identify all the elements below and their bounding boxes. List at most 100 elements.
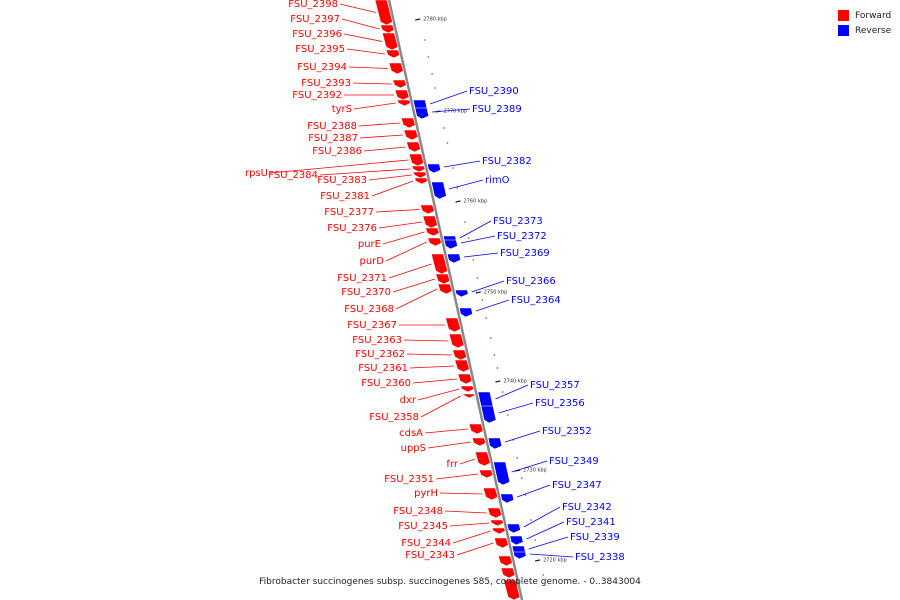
forward-gene[interactable] (427, 237, 442, 247)
forward-gene-label[interactable]: FSU_2344 (401, 538, 451, 549)
forward-gene-label[interactable]: FSU_2368 (344, 304, 394, 315)
forward-gene-label[interactable]: FSU_2381 (320, 191, 370, 202)
forward-gene-label[interactable]: purE (358, 239, 381, 250)
forward-gene-label[interactable]: FSU_2362 (355, 349, 405, 360)
forward-gene[interactable] (388, 62, 404, 75)
forward-gene[interactable] (448, 333, 465, 349)
forward-gene[interactable] (445, 317, 461, 333)
forward-gene-label[interactable]: purD (360, 256, 385, 267)
forward-gene[interactable] (457, 373, 473, 385)
reverse-gene-label[interactable]: FSU_2366 (506, 276, 556, 287)
reverse-gene-label[interactable]: FSU_2352 (542, 426, 592, 437)
forward-gene[interactable] (411, 165, 426, 173)
forward-gene[interactable] (461, 393, 476, 399)
forward-gene[interactable] (454, 359, 470, 373)
forward-gene-label[interactable]: FSU_2398 (288, 0, 338, 10)
forward-gene[interactable] (474, 451, 491, 467)
reverse-gene-label[interactable]: FSU_2390 (469, 86, 519, 97)
forward-gene[interactable] (503, 579, 521, 600)
forward-gene-label[interactable]: FSU_2384 (268, 170, 318, 181)
forward-gene[interactable] (403, 129, 419, 141)
forward-gene-label[interactable]: FSU_2351 (384, 474, 434, 485)
forward-gene-label[interactable]: FSU_2383 (317, 175, 367, 186)
reverse-gene-label[interactable]: rimO (485, 175, 510, 186)
forward-gene-label[interactable]: dxr (400, 395, 417, 406)
forward-gene[interactable] (406, 141, 422, 153)
forward-gene[interactable] (491, 527, 506, 535)
forward-gene[interactable] (435, 273, 451, 285)
reverse-gene-label[interactable]: FSU_2373 (493, 216, 543, 227)
forward-gene[interactable] (425, 227, 440, 237)
forward-gene-label[interactable]: FSU_2388 (307, 121, 357, 132)
forward-gene-label[interactable]: FSU_2361 (358, 363, 408, 374)
forward-gene-label[interactable]: FSU_2363 (352, 335, 402, 346)
forward-gene-label[interactable]: cdsA (399, 428, 423, 439)
forward-gene-label[interactable]: uppS (401, 443, 426, 454)
reverse-gene[interactable] (446, 253, 461, 264)
reverse-gene-label[interactable]: FSU_2372 (497, 231, 547, 242)
reverse-gene[interactable] (426, 163, 442, 174)
forward-gene[interactable] (396, 99, 411, 107)
forward-gene-label[interactable]: FSU_2370 (341, 287, 391, 298)
forward-gene-label[interactable]: FSU_2367 (347, 320, 397, 331)
reverse-gene[interactable] (414, 107, 430, 120)
forward-gene[interactable] (452, 349, 468, 361)
forward-gene[interactable] (478, 469, 494, 479)
forward-gene[interactable] (460, 385, 475, 393)
forward-gene-label[interactable]: FSU_2386 (312, 146, 362, 157)
forward-gene[interactable] (437, 283, 453, 295)
reverse-gene-label[interactable]: FSU_2369 (500, 248, 550, 259)
reverse-gene[interactable] (480, 405, 497, 424)
forward-gene[interactable] (468, 423, 484, 435)
reverse-gene-label[interactable]: FSU_2338 (575, 552, 625, 563)
forward-gene-label[interactable]: tyrS (332, 104, 352, 115)
reverse-gene-label[interactable]: FSU_2339 (570, 532, 620, 543)
reverse-gene-label[interactable]: FSU_2364 (511, 295, 561, 306)
forward-gene[interactable] (381, 32, 399, 51)
reverse-gene[interactable] (493, 461, 511, 486)
reverse-gene-label[interactable]: FSU_2349 (549, 456, 599, 467)
reverse-gene[interactable] (500, 493, 515, 504)
forward-gene-label[interactable]: FSU_2396 (292, 29, 342, 40)
forward-gene-label[interactable]: FSU_2371 (337, 273, 387, 284)
forward-gene-label[interactable]: FSU_2394 (297, 62, 347, 73)
forward-gene[interactable] (482, 487, 499, 501)
reverse-gene-label[interactable]: FSU_2356 (535, 398, 585, 409)
forward-gene-label[interactable]: rpsU (245, 168, 268, 179)
reverse-gene[interactable] (487, 437, 503, 450)
reverse-gene-label[interactable]: FSU_2357 (530, 380, 580, 391)
reverse-gene[interactable] (454, 289, 469, 298)
forward-gene-label[interactable]: FSU_2395 (295, 44, 345, 55)
forward-gene-label[interactable]: FSU_2343 (405, 550, 455, 561)
forward-gene[interactable] (412, 171, 427, 179)
forward-gene[interactable] (500, 567, 516, 579)
forward-gene[interactable] (489, 519, 504, 527)
forward-gene-label[interactable]: FSU_2348 (393, 506, 443, 517)
reverse-gene-label[interactable]: FSU_2347 (552, 480, 602, 491)
reverse-gene[interactable] (430, 181, 447, 200)
reverse-gene-label[interactable]: FSU_2342 (562, 502, 612, 513)
reverse-gene[interactable] (506, 523, 521, 534)
forward-gene[interactable] (374, 0, 393, 26)
reverse-gene[interactable] (443, 239, 458, 250)
forward-gene[interactable] (413, 177, 429, 185)
forward-gene[interactable] (385, 49, 401, 59)
forward-gene[interactable] (422, 215, 438, 229)
forward-gene[interactable] (493, 537, 509, 549)
forward-gene-label[interactable]: pyrH (414, 488, 438, 499)
forward-gene-label[interactable]: frr (446, 459, 458, 470)
forward-gene-label[interactable]: FSU_2376 (327, 223, 377, 234)
forward-gene[interactable] (408, 153, 425, 167)
forward-gene[interactable] (430, 253, 449, 275)
reverse-gene-label[interactable]: FSU_2389 (472, 104, 522, 115)
reverse-gene-label[interactable]: FSU_2341 (566, 517, 616, 528)
forward-gene-label[interactable]: FSU_2393 (301, 78, 351, 89)
forward-gene[interactable] (394, 89, 410, 101)
forward-gene-label[interactable]: FSU_2392 (292, 90, 342, 101)
forward-gene[interactable] (487, 507, 503, 519)
forward-gene[interactable] (420, 204, 435, 215)
forward-gene-label[interactable]: FSU_2387 (308, 133, 358, 144)
forward-gene[interactable] (392, 79, 407, 89)
forward-gene-label[interactable]: FSU_2397 (290, 14, 340, 25)
reverse-gene-label[interactable]: FSU_2382 (482, 156, 532, 167)
